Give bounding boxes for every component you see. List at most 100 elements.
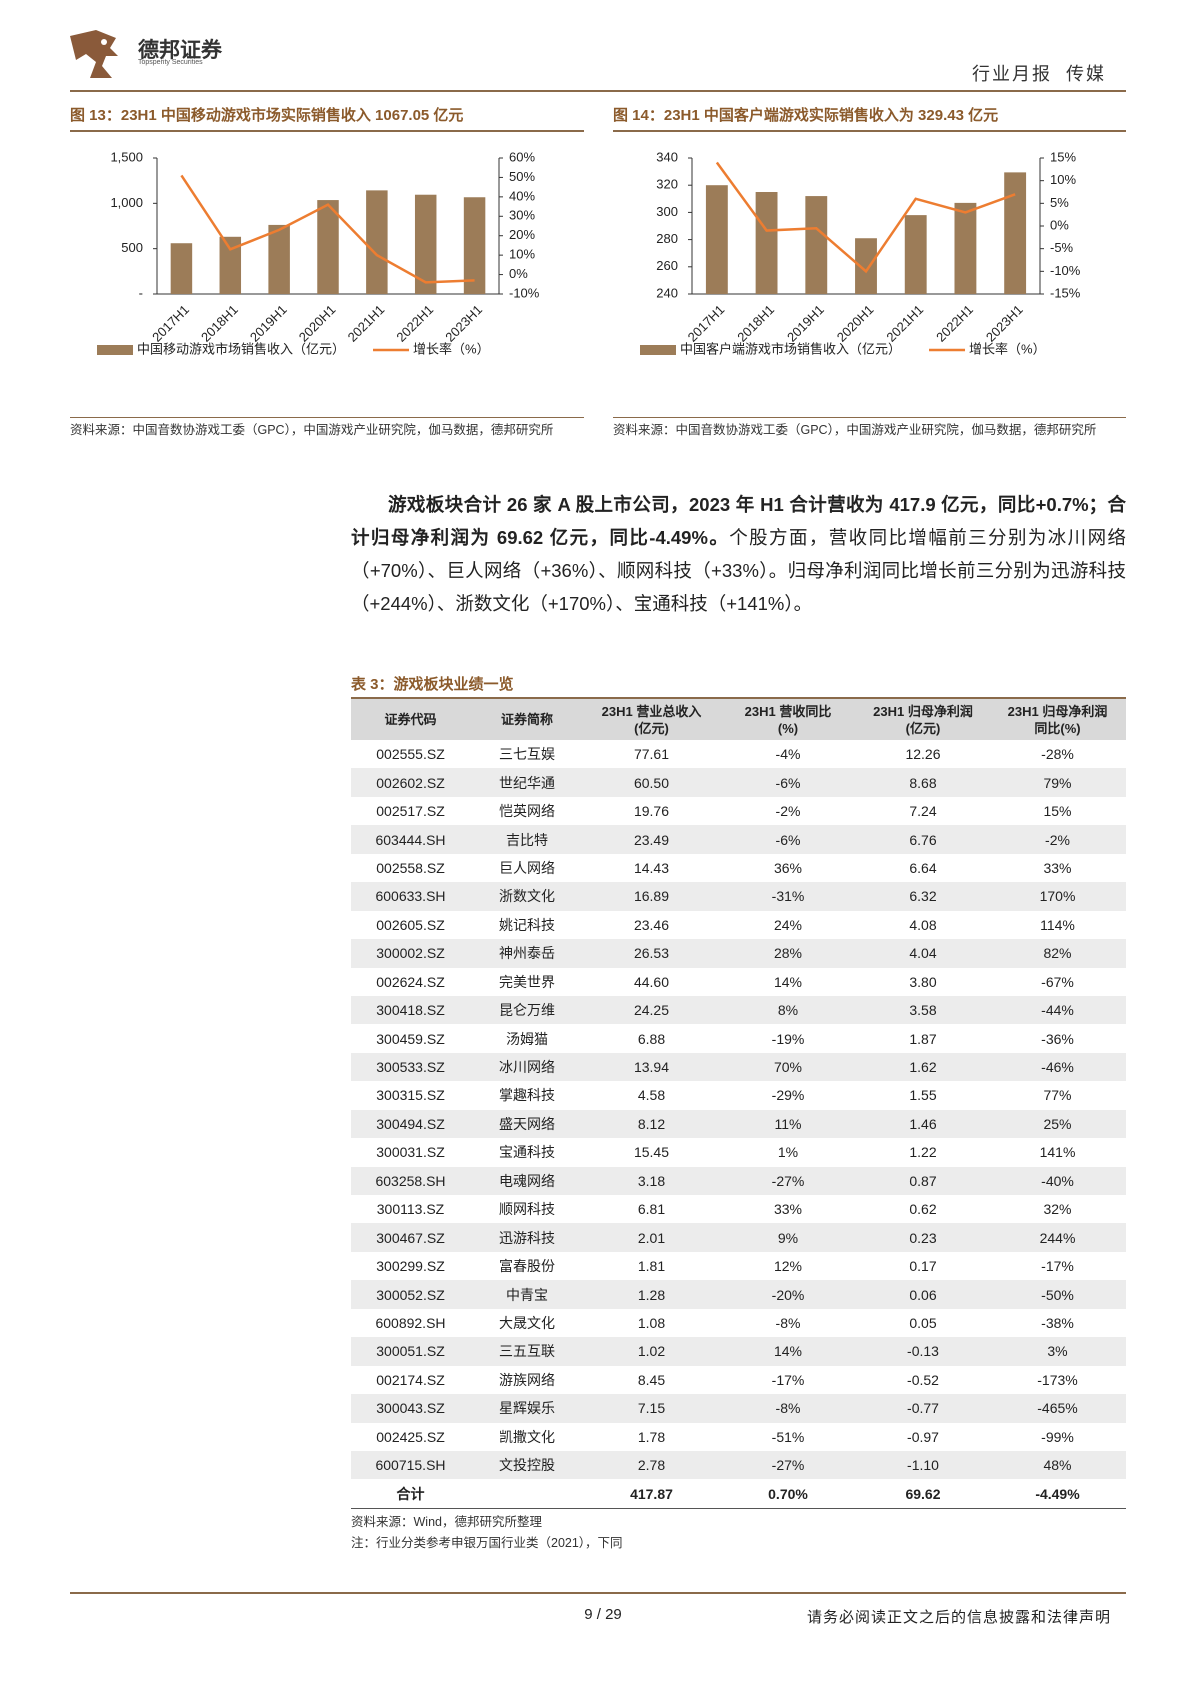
bar xyxy=(170,243,193,294)
table-cell: 顺网科技 xyxy=(499,1201,555,1218)
table-row: 300459.SZ 汤姆猫 6.88 -19% 1.87 -36% xyxy=(351,1024,1126,1052)
table-cell: 170% xyxy=(989,882,1126,911)
table-cell: 0.62 xyxy=(909,1201,937,1218)
figure-source: 资料来源：中国音数协游戏工委（GPC），中国游戏产业研究院，伽马数据，德邦研究所 xyxy=(70,423,554,437)
bar xyxy=(366,190,388,294)
table-cell: -0.97 xyxy=(907,1428,939,1445)
table-cell: -40% xyxy=(989,1166,1126,1195)
bar xyxy=(805,196,828,294)
table-cell: 1.62 xyxy=(857,1052,989,1082)
report-type: 行业月报 xyxy=(971,64,1052,84)
y2-tick-label: 30% xyxy=(509,208,535,223)
x-tick-label: 2023H1 xyxy=(983,302,1026,345)
table-cell: -27% xyxy=(719,1450,857,1480)
x-tick-label: 2021H1 xyxy=(883,302,926,345)
table-cell: 姚记科技 xyxy=(499,916,555,933)
table-cell xyxy=(470,1479,584,1508)
table-cell: 002517.SZ xyxy=(376,803,445,820)
table-cell: 大晟文化 xyxy=(499,1314,555,1331)
table-cell: 3.80 xyxy=(909,973,937,990)
table-cell: 1.08 xyxy=(637,1314,666,1331)
table-row: 002605.SZ 姚记科技 23.46 24% 4.08 114% xyxy=(351,911,1126,939)
table-header-cell: 证券代码 xyxy=(351,698,470,740)
y2-tick-label: 0% xyxy=(1050,217,1069,232)
table-cell: 48% xyxy=(989,1450,1126,1480)
table-cell: 26.53 xyxy=(584,939,719,968)
table-source: 资料来源：Wind，德邦研究所整理 xyxy=(351,1515,542,1529)
table-total-label: 合计 xyxy=(396,1485,425,1502)
table-cell: -0.77 xyxy=(857,1394,989,1423)
table-cell: 0.17 xyxy=(909,1258,937,1275)
legend-swatch xyxy=(97,345,133,355)
table-cell: 002624.SZ xyxy=(376,973,445,990)
table-cell: 141% xyxy=(1039,1144,1076,1161)
table-row: 002602.SZ 世纪华通 60.50 -6% 8.68 79% xyxy=(351,768,1126,797)
table-cell: 114% xyxy=(1040,916,1075,933)
table-row: 002624.SZ 完美世界 44.60 14% 3.80 -67% xyxy=(351,968,1126,996)
table-cell: -1.10 xyxy=(857,1450,989,1480)
table-cell: 14.43 xyxy=(633,859,670,876)
report-meta: 行业月报 传媒 xyxy=(972,60,1106,86)
disclaimer: 请务必阅读正文之后的信息披露和法律声明 xyxy=(806,1609,1111,1626)
table-cell: 13.94 xyxy=(584,1052,719,1082)
table-cell: 1.55 xyxy=(909,1087,937,1104)
table-cell: 603258.SH xyxy=(351,1166,470,1195)
table-cell: -173% xyxy=(1037,1371,1078,1388)
y2-tick-label: 15% xyxy=(1050,149,1076,164)
table-cell: -28% xyxy=(1041,746,1074,763)
y-tick-label: 280 xyxy=(656,231,678,246)
table-cell: 1.46 xyxy=(857,1109,989,1139)
table-cell: 神州泰岳 xyxy=(470,939,584,968)
y2-tick-label: 10% xyxy=(1050,172,1076,187)
table-cell: 7.15 xyxy=(584,1394,719,1423)
table-cell: -99% xyxy=(1041,1428,1074,1445)
table-cell: -20% xyxy=(719,1280,857,1309)
bar xyxy=(219,236,242,294)
y2-tick-label: 40% xyxy=(509,188,535,203)
table-cell: 6.32 xyxy=(857,882,989,911)
y-tick-label: 1,000 xyxy=(110,195,143,210)
table-cell: 8.68 xyxy=(857,768,989,797)
bar xyxy=(904,215,927,294)
table-cell: 15.45 xyxy=(633,1144,670,1161)
table-cell: 昆仑万维 xyxy=(470,995,584,1025)
y-tick-label: 500 xyxy=(121,240,143,255)
table-cell: 6.88 xyxy=(637,1030,666,1047)
table-cell: 4.58 xyxy=(637,1087,666,1104)
legend-label: 中国移动游戏市场销售收入（亿元） xyxy=(137,341,345,356)
brand: 德邦证券 xyxy=(138,39,222,62)
x-tick-label: 2018H1 xyxy=(198,302,241,345)
table-cell: 19.76 xyxy=(633,803,670,820)
table-cell: 11% xyxy=(719,1109,857,1139)
y2-tick-label: 60% xyxy=(509,149,535,164)
table-row: 002425.SZ 凯撒文化 1.78 -51% -0.97 -99% xyxy=(351,1423,1126,1451)
table-cell: 8.45 xyxy=(637,1371,666,1388)
table-cell: 中青宝 xyxy=(470,1280,584,1309)
table-cell: 3.18 xyxy=(584,1166,719,1195)
table-cell: 星辉娱乐 xyxy=(470,1394,584,1423)
table-cell: 32% xyxy=(1043,1201,1072,1218)
table-header-cell: 证券简称 xyxy=(470,698,584,740)
table-cell: 300533.SZ xyxy=(351,1052,470,1082)
table-cell: -17% xyxy=(771,1371,805,1388)
table-cell: 002555.SZ xyxy=(376,746,445,763)
table-cell: 2.01 xyxy=(584,1223,719,1252)
table-cell: 富春股份 xyxy=(499,1258,555,1275)
table-cell: 002605.SZ xyxy=(376,916,445,933)
table-cell: 0.05 xyxy=(909,1314,937,1331)
table-cell: 0.06 xyxy=(857,1280,989,1309)
table-cell: 吉比特 xyxy=(470,825,584,854)
table-cell: 盛天网络 xyxy=(470,1109,584,1139)
table-cell: 浙数文化 xyxy=(470,882,584,911)
table-cell: 巨人网络 xyxy=(499,859,555,876)
bar xyxy=(317,200,339,294)
table-cell: 15% xyxy=(1043,803,1072,820)
table-cell: 24% xyxy=(773,916,803,933)
table-cell: 12% xyxy=(773,1258,803,1275)
table-cell: 300051.SZ xyxy=(351,1337,470,1366)
table-row: 002555.SZ 三七互娱 77.61 -4% 12.26 -28% xyxy=(351,740,1126,768)
y-tick-label: 1,500 xyxy=(110,149,143,164)
table-cell: 6.81 xyxy=(637,1201,666,1218)
table-total-cell: -4.49% xyxy=(1035,1485,1080,1502)
y-tick-label: 320 xyxy=(656,177,678,192)
